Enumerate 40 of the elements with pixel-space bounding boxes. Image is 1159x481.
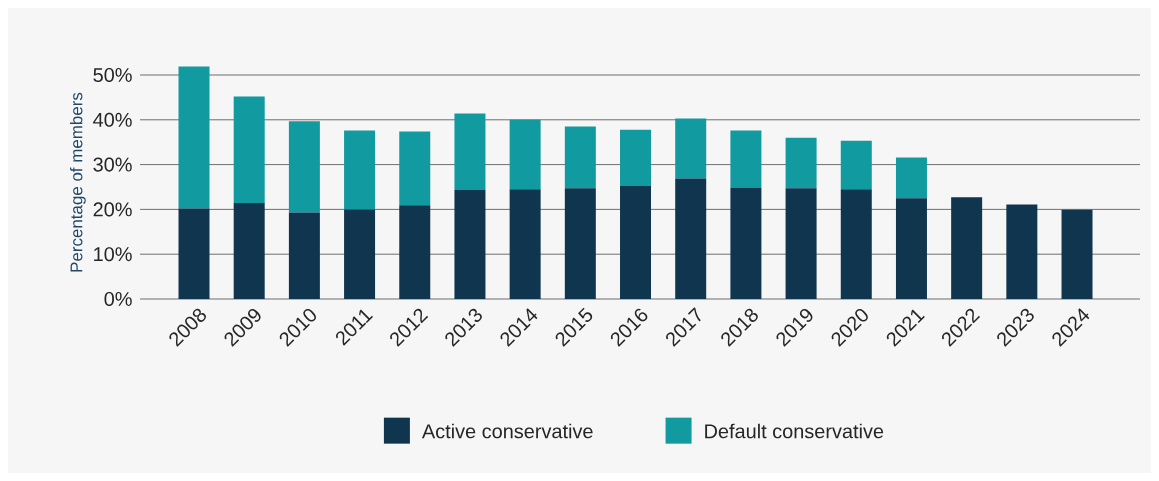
- y-tick-label: 20%: [93, 202, 132, 217]
- bar: [564, 126, 596, 189]
- y-tick-label: 30%: [93, 157, 132, 172]
- bar: [454, 190, 486, 299]
- bar: [454, 113, 486, 191]
- bar: [344, 209, 376, 299]
- bar: [840, 140, 872, 190]
- bar: [1061, 209, 1093, 299]
- bar: [675, 118, 707, 179]
- bar: [233, 203, 265, 299]
- bar: [564, 188, 596, 299]
- bar: [509, 189, 541, 299]
- bar: [785, 137, 817, 189]
- y-tick-label: 50%: [93, 67, 132, 83]
- bar: [951, 197, 983, 299]
- bar: [344, 130, 376, 210]
- bar: [288, 212, 320, 299]
- bar: [178, 66, 210, 209]
- bar: [288, 121, 320, 213]
- bar: [675, 178, 707, 299]
- bar: [620, 129, 652, 187]
- bar: [730, 187, 762, 299]
- bar: [509, 119, 541, 190]
- y-tick-label: 40%: [93, 112, 132, 127]
- y-tick-label: 0%: [104, 291, 132, 307]
- y-tick-label: 10%: [94, 247, 132, 262]
- bar: [620, 186, 652, 299]
- bar: [785, 188, 817, 299]
- bar: [233, 96, 265, 204]
- bar: [730, 130, 762, 188]
- bar: [895, 157, 927, 199]
- bar: [1006, 204, 1038, 299]
- y-axis-title: Percentage of members: [69, 92, 86, 272]
- legend-label: Active conservative: [421, 423, 593, 439]
- bar: [399, 131, 431, 206]
- bar: [178, 208, 210, 299]
- bar: [399, 205, 431, 299]
- bar: [840, 189, 872, 299]
- legend-label: Default conservative: [705, 423, 884, 439]
- bar: [895, 198, 927, 299]
